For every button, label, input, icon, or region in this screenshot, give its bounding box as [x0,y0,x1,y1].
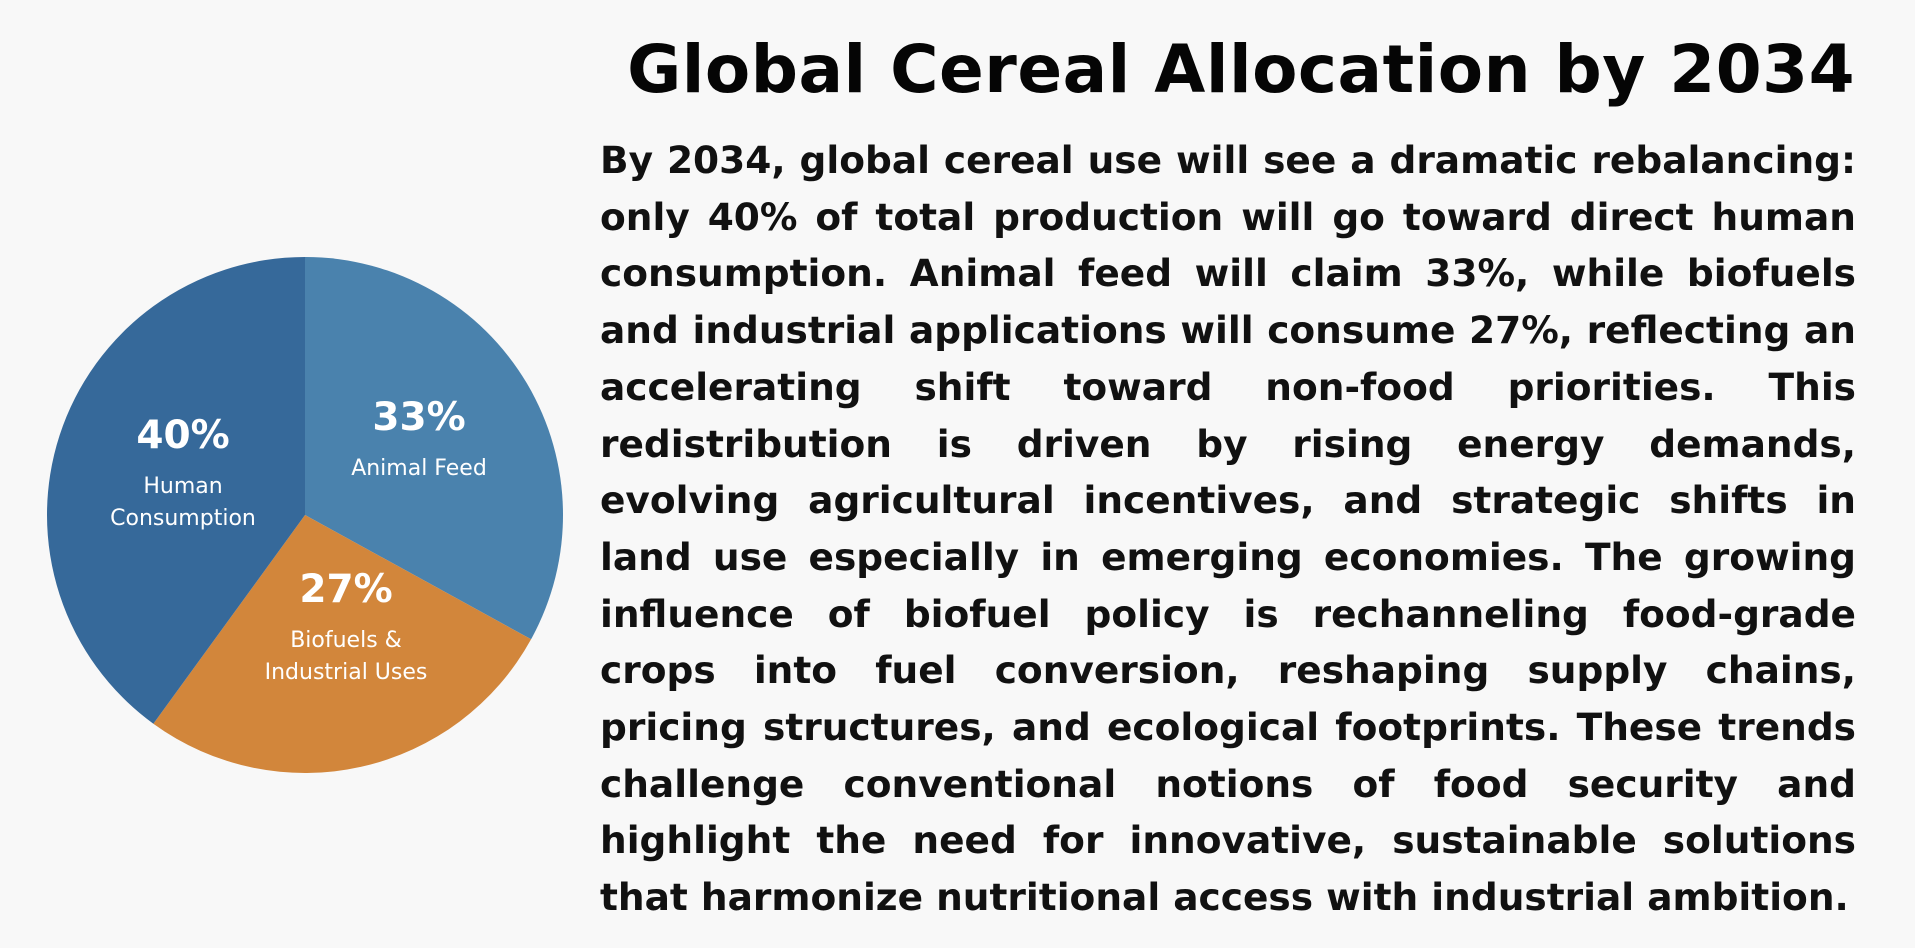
slice-category-label: Industrial Uses [265,660,428,685]
page-title: Global Cereal Allocation by 2034 [627,31,1855,108]
slice-category-label: Human [143,474,222,499]
pie-slice-3 [47,257,306,724]
pie-slice-1 [305,257,563,640]
slice-category-label: Biofuels & [290,628,402,653]
description-paragraph: By 2034, global cereal use will see a dr… [600,138,1856,920]
slice-percent-label: 40% [136,413,229,458]
pie-chart: 33% Animal Feed 27% Biofuels & Industrial Us… [47,257,563,773]
slice-category-label: Consumption [110,506,256,531]
pie-slice-2 [153,515,532,773]
slice-percent-label: 33% [372,395,465,440]
slice-category-label: Animal Feed [351,456,487,481]
slice-percent-label: 27% [299,567,392,612]
